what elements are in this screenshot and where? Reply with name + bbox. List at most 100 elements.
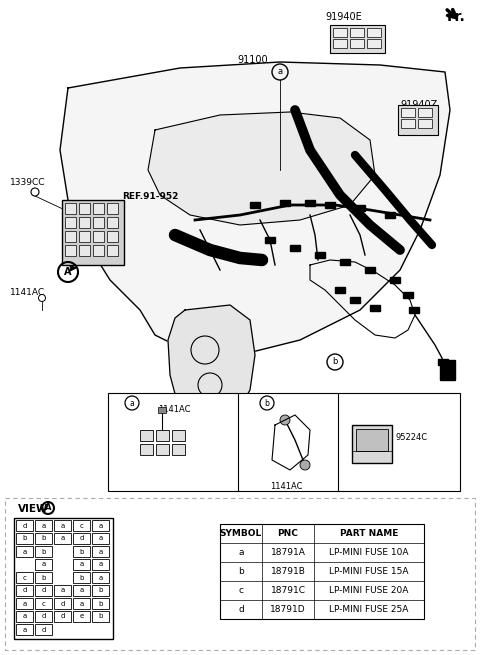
Bar bbox=[440, 360, 455, 380]
Bar bbox=[54, 598, 71, 609]
Bar bbox=[92, 520, 109, 531]
Text: b: b bbox=[41, 536, 46, 542]
Bar bbox=[35, 520, 52, 531]
Text: b: b bbox=[41, 548, 46, 555]
Bar bbox=[385, 212, 395, 218]
Text: c: c bbox=[239, 586, 243, 595]
Text: a: a bbox=[98, 548, 103, 555]
Text: b: b bbox=[238, 567, 244, 576]
Bar bbox=[92, 611, 109, 622]
Text: a: a bbox=[23, 614, 26, 620]
Text: 95224C: 95224C bbox=[395, 432, 427, 441]
Text: a: a bbox=[23, 626, 26, 633]
Bar bbox=[5, 498, 475, 650]
Bar bbox=[418, 108, 432, 117]
Bar bbox=[367, 39, 381, 48]
Bar bbox=[73, 559, 90, 570]
Bar bbox=[290, 245, 300, 251]
Text: d: d bbox=[60, 614, 65, 620]
Bar bbox=[108, 393, 460, 491]
Bar bbox=[93, 245, 104, 256]
Polygon shape bbox=[148, 112, 375, 225]
Bar bbox=[79, 217, 90, 228]
Polygon shape bbox=[60, 62, 450, 355]
Text: b: b bbox=[98, 588, 103, 593]
Text: PNC: PNC bbox=[277, 529, 299, 538]
Bar bbox=[16, 572, 33, 583]
Bar bbox=[79, 203, 90, 214]
Bar bbox=[73, 533, 90, 544]
Bar bbox=[107, 245, 118, 256]
Bar bbox=[409, 307, 419, 313]
Bar bbox=[16, 546, 33, 557]
Text: b: b bbox=[79, 548, 84, 555]
Bar bbox=[92, 572, 109, 583]
Bar bbox=[73, 520, 90, 531]
Circle shape bbox=[38, 295, 46, 301]
Text: 18791D: 18791D bbox=[270, 605, 306, 614]
Bar bbox=[340, 259, 350, 265]
Circle shape bbox=[31, 188, 39, 196]
Text: 1141AC: 1141AC bbox=[270, 482, 302, 491]
Bar bbox=[401, 108, 415, 117]
Bar bbox=[158, 407, 166, 413]
Bar bbox=[65, 203, 76, 214]
Text: d: d bbox=[79, 536, 84, 542]
Text: a: a bbox=[60, 588, 65, 593]
Text: b: b bbox=[98, 601, 103, 607]
Bar bbox=[330, 25, 385, 53]
Bar bbox=[35, 546, 52, 557]
Text: d: d bbox=[60, 601, 65, 607]
Bar bbox=[315, 252, 325, 258]
Text: e: e bbox=[79, 614, 84, 620]
Text: VIEW: VIEW bbox=[18, 504, 48, 514]
Bar bbox=[325, 202, 335, 208]
Bar bbox=[79, 231, 90, 242]
Bar bbox=[418, 119, 432, 128]
Text: b: b bbox=[41, 574, 46, 580]
Text: SYMBOL: SYMBOL bbox=[220, 529, 262, 538]
Text: a: a bbox=[60, 536, 65, 542]
Bar bbox=[73, 572, 90, 583]
Text: A: A bbox=[64, 267, 72, 277]
Text: LP-MINI FUSE 20A: LP-MINI FUSE 20A bbox=[329, 586, 408, 595]
Bar bbox=[93, 217, 104, 228]
Text: b: b bbox=[264, 398, 269, 407]
Text: a: a bbox=[79, 601, 84, 607]
Bar bbox=[73, 611, 90, 622]
Bar bbox=[367, 28, 381, 37]
Text: PART NAME: PART NAME bbox=[340, 529, 398, 538]
Text: 1141AC: 1141AC bbox=[10, 288, 45, 297]
Text: a: a bbox=[79, 561, 84, 567]
Bar bbox=[92, 598, 109, 609]
Text: a: a bbox=[130, 398, 134, 407]
Text: a: a bbox=[79, 588, 84, 593]
Text: 18791A: 18791A bbox=[271, 548, 305, 557]
Text: REF.91-952: REF.91-952 bbox=[122, 192, 179, 201]
Polygon shape bbox=[168, 305, 255, 425]
Bar bbox=[65, 231, 76, 242]
Bar bbox=[156, 444, 169, 455]
Bar bbox=[92, 533, 109, 544]
Bar bbox=[140, 444, 153, 455]
Text: 91940E: 91940E bbox=[325, 12, 362, 22]
Text: 91940Z: 91940Z bbox=[400, 100, 437, 110]
Bar bbox=[65, 217, 76, 228]
Text: a: a bbox=[238, 548, 244, 557]
Text: LP-MINI FUSE 15A: LP-MINI FUSE 15A bbox=[329, 567, 409, 576]
Text: a: a bbox=[98, 561, 103, 567]
Text: c: c bbox=[80, 523, 84, 529]
Text: d: d bbox=[22, 588, 27, 593]
Bar bbox=[73, 546, 90, 557]
Bar bbox=[156, 430, 169, 441]
Bar bbox=[333, 39, 347, 48]
Bar bbox=[403, 292, 413, 298]
Bar bbox=[92, 559, 109, 570]
Text: 1339CC: 1339CC bbox=[10, 178, 46, 187]
Bar bbox=[92, 546, 109, 557]
Text: a: a bbox=[23, 548, 26, 555]
Text: b: b bbox=[22, 536, 27, 542]
Bar bbox=[107, 217, 118, 228]
Circle shape bbox=[300, 460, 310, 470]
Bar bbox=[335, 287, 345, 293]
